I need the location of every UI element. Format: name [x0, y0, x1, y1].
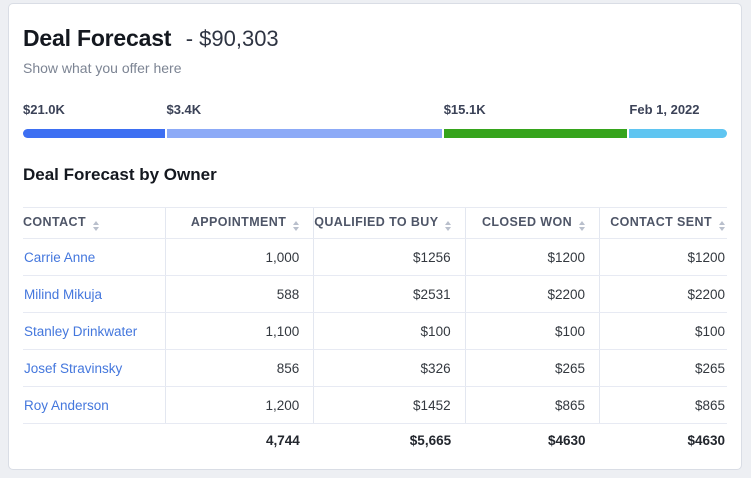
progress-segment-2	[166, 129, 442, 138]
page-title: Deal Forecast - $90,303	[23, 24, 727, 56]
sort-icon[interactable]	[92, 221, 99, 231]
contact-link[interactable]: Roy Anderson	[24, 397, 109, 413]
value-cell: $1452	[313, 386, 466, 424]
sort-icon[interactable]	[445, 221, 452, 231]
column-header-label: CONTACT SENT	[610, 215, 712, 229]
progress-labels: $21.0K $3.4K $15.1K Feb 1, 2022	[23, 102, 727, 119]
value-cell: 1,200	[164, 386, 314, 424]
value-cell: $1200	[599, 238, 727, 276]
contact-link[interactable]: Carrie Anne	[24, 249, 96, 265]
table-header-row: CONTACT APPOINTMENT QUALIFIED TO BUY CLOSED…	[23, 207, 727, 239]
column-header-label: QUALIFIED TO BUY	[314, 215, 439, 229]
value-cell: $865	[599, 386, 727, 424]
page-subtitle: Show what you offer here	[23, 60, 182, 76]
contact-cell: Carrie Anne	[23, 238, 166, 276]
table-row: Roy Anderson 1,200 $1452 $865 $865	[23, 386, 727, 424]
page-title-amount: - $90,303	[185, 26, 279, 51]
value-cell: $100	[313, 312, 466, 350]
table-row: Milind Mikuja 588 $2531 $2200 $2200	[23, 275, 727, 313]
column-header-closed-won[interactable]: CLOSED WON	[464, 207, 600, 239]
totals-cell: $4630	[687, 433, 725, 449]
sort-icon[interactable]	[579, 221, 586, 231]
value-cell: $265	[464, 349, 600, 387]
column-header-qualified-to-buy[interactable]: QUALIFIED TO BUY	[313, 207, 466, 239]
contact-cell: Roy Anderson	[23, 386, 166, 424]
progress-label-4: Feb 1, 2022	[629, 102, 700, 117]
value-cell: $2200	[464, 275, 600, 313]
table-foot: 4,744 $5,665 $4630 $4630	[23, 424, 727, 458]
totals-cell: $4630	[548, 433, 586, 449]
contact-link[interactable]: Stanley Drinkwater	[24, 323, 138, 339]
table-head: CONTACT APPOINTMENT QUALIFIED TO BUY CLOSED…	[23, 207, 727, 239]
progress-segment-3	[443, 129, 628, 138]
value-cell: $1256	[313, 238, 466, 276]
value-cell: $2531	[313, 275, 466, 313]
totals-empty-cell	[23, 424, 165, 458]
totals-cell: $5,665	[409, 433, 452, 449]
value-cell: 588	[164, 275, 314, 313]
progress-segment-1	[23, 129, 165, 138]
value-cell: $2200	[599, 275, 727, 313]
table-row: Josef Stravinsky 856 $326 $265 $265	[23, 349, 727, 387]
column-header-contact-sent[interactable]: CONTACT SENT	[599, 207, 727, 239]
deal-forecast-card: Deal Forecast - $90,303 Show what you of…	[8, 3, 742, 470]
contact-link[interactable]: Milind Mikuja	[24, 286, 103, 302]
forecast-progress: $21.0K $3.4K $15.1K Feb 1, 2022	[23, 102, 728, 138]
progress-label-2: $3.4K	[166, 102, 202, 117]
totals-cell: 4,744	[265, 433, 300, 449]
value-cell: $265	[599, 349, 727, 387]
contact-cell: Stanley Drinkwater	[23, 312, 166, 350]
contact-cell: Josef Stravinsky	[23, 349, 166, 387]
contact-cell: Milind Mikuja	[23, 275, 166, 313]
table-body: Carrie Anne 1,000 $1256 $1200 $1200 Milind Mi…	[23, 238, 727, 424]
value-cell: $865	[464, 386, 600, 424]
progress-label-1: $21.0K	[23, 102, 65, 117]
contact-link[interactable]: Josef Stravinsky	[24, 360, 123, 376]
column-header-label: APPOINTMENT	[190, 215, 287, 229]
page-title-text: Deal Forecast	[23, 25, 172, 51]
progress-bar	[23, 129, 728, 138]
deal-forecast-table: CONTACT APPOINTMENT QUALIFIED TO BUY CLOSED…	[23, 207, 727, 458]
value-cell: $100	[464, 312, 600, 350]
value-cell: 1,000	[164, 238, 314, 276]
value-cell: $1200	[464, 238, 600, 276]
value-cell: $326	[313, 349, 466, 387]
value-cell: 1,100	[164, 312, 314, 350]
column-header-label: CONTACT	[23, 215, 86, 229]
value-cell: $100	[599, 312, 727, 350]
value-cell: 856	[164, 349, 314, 387]
table-row: Stanley Drinkwater 1,100 $100 $100 $100	[23, 312, 727, 350]
progress-segment-4	[629, 129, 728, 138]
column-header-appointment[interactable]: APPOINTMENT	[164, 207, 314, 239]
totals-row: 4,744 $5,665 $4630 $4630	[23, 424, 727, 458]
table-row: Carrie Anne 1,000 $1256 $1200 $1200	[23, 238, 727, 276]
sort-icon[interactable]	[293, 221, 300, 231]
sort-icon[interactable]	[719, 221, 725, 231]
column-header-label: CLOSED WON	[481, 215, 573, 229]
section-title: Deal Forecast by Owner	[23, 165, 217, 184]
progress-label-3: $15.1K	[443, 102, 486, 117]
column-header-contact[interactable]: CONTACT	[23, 207, 166, 239]
